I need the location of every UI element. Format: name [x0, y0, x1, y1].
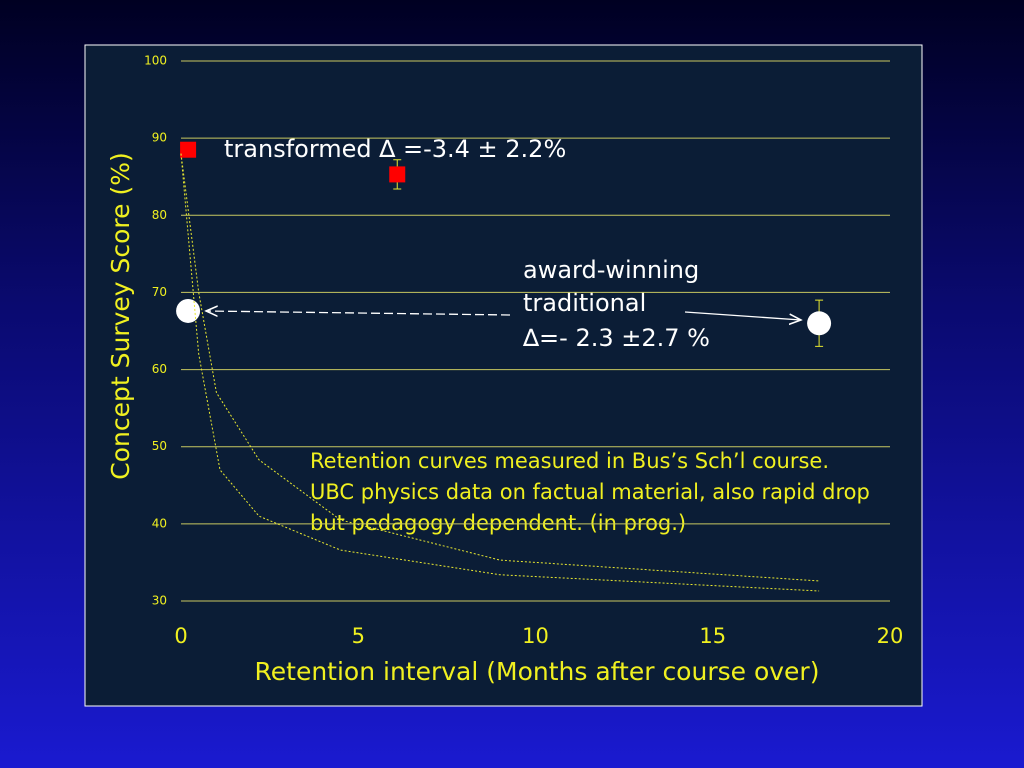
plot-frame — [84, 44, 923, 707]
y-tick-label: 50 — [152, 439, 167, 453]
annotation: ∆=- 2.3 ±2.7 % — [522, 324, 710, 352]
data-point — [180, 141, 197, 158]
x-axis-title: Retention interval (Months after course … — [255, 657, 820, 686]
annotation: traditional — [523, 289, 646, 317]
y-tick-label: 90 — [152, 131, 167, 145]
annotation: Retention curves measured in Bus’s Sch’l… — [310, 449, 829, 473]
annotation: transformed ∆ =-3.4 ± 2.2% — [224, 135, 566, 163]
y-tick-label: 70 — [152, 285, 167, 299]
x-tick-label: 0 — [174, 624, 187, 648]
arrow — [684, 311, 801, 320]
retention-curve — [180, 153, 820, 592]
y-tick-label: 60 — [152, 362, 167, 376]
annotation: UBC physics data on factual material, al… — [310, 480, 870, 504]
data-point — [176, 298, 201, 323]
arrow — [206, 311, 511, 315]
annotation: but pedagogy dependent. (in prog.) — [310, 511, 686, 535]
x-tick-label: 5 — [352, 624, 365, 648]
x-tick-label: 15 — [699, 624, 726, 648]
y-tick-label: 40 — [152, 516, 167, 530]
data-point — [389, 166, 406, 183]
x-tick-label: 10 — [522, 624, 549, 648]
retention-curve — [180, 153, 820, 582]
data-point — [807, 311, 832, 336]
annotation: award-winning — [523, 256, 699, 284]
y-tick-label: 30 — [152, 594, 167, 608]
y-tick-label: 100 — [144, 54, 167, 68]
y-tick-label: 80 — [152, 208, 167, 222]
y-axis-title: Concept Survey Score (%) — [106, 152, 135, 479]
x-tick-label: 20 — [877, 624, 904, 648]
